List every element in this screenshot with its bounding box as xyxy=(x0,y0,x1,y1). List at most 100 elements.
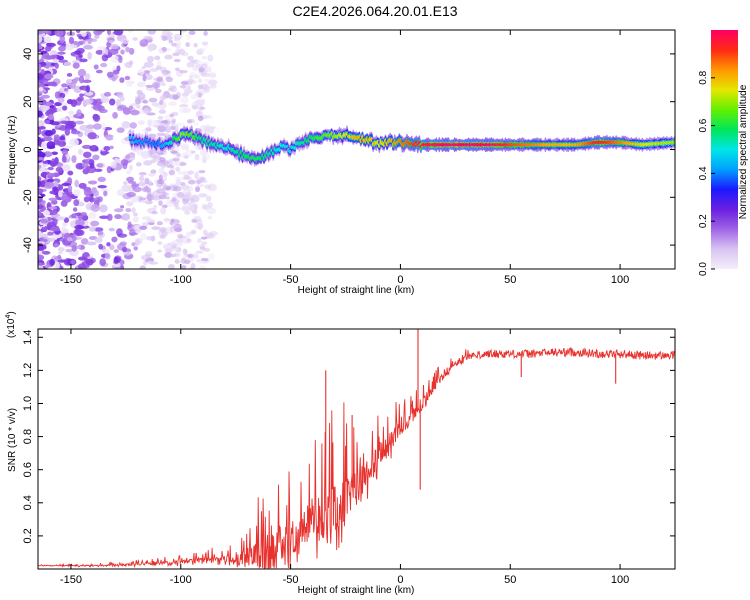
spectrogram-noise-blob xyxy=(63,145,73,149)
spectrogram-noise-blob xyxy=(106,213,113,221)
spectrogram-noise-blob xyxy=(172,52,180,57)
spectrogram-noise-blob xyxy=(40,50,47,54)
spectrogram-noise-blob xyxy=(210,84,217,89)
spectrogram-noise-blob xyxy=(57,92,66,99)
snr-ytick-label: 0.6 xyxy=(22,462,34,477)
spectrogram-noise-blob xyxy=(187,253,194,259)
spectrogram-noise-blob xyxy=(190,94,198,100)
spectrogram-noise-blob xyxy=(188,170,195,175)
spectrogram-noise-blob xyxy=(161,30,171,36)
spectrogram-noise-blob xyxy=(141,186,152,193)
spectrogram-noise-blob xyxy=(89,144,99,152)
spectrogram-noise-blob xyxy=(172,157,180,162)
spectrogram-noise-blob xyxy=(159,157,166,163)
spectrogram-noise-blob xyxy=(67,184,73,193)
spectrogram-noise-blob xyxy=(174,258,180,265)
spectrogram-noise-blob xyxy=(161,46,167,52)
spectrogram-noise-blob xyxy=(205,124,212,132)
spectrogram-noise-blob xyxy=(174,206,181,210)
spectrogram-noise-blob xyxy=(47,114,54,121)
spectrogram-noise-blob xyxy=(87,38,98,43)
spectrogram-noise-blob xyxy=(125,154,131,159)
spectrogram-noise-blob xyxy=(59,34,65,43)
spectrogram-noise-blob xyxy=(189,197,195,203)
spectrogram-noise-blob xyxy=(168,169,176,176)
spectrogram-noise-blob xyxy=(80,212,87,217)
spectrogram-noise-blob xyxy=(204,114,212,119)
snr-multiplier: (x104) xyxy=(5,311,17,338)
spectrogram-panel: -150 -100 -50 0 50 100 -40 -20 0 20 40 Height of s… xyxy=(7,29,676,296)
spectrogram-xtick-label: 100 xyxy=(611,274,629,286)
spectrogram-track-cell xyxy=(239,151,243,153)
spectrogram-noise-blob xyxy=(113,249,119,253)
spectrogram-noise-blob xyxy=(106,71,114,78)
snr-xtick-label: -50 xyxy=(283,574,299,586)
snr-xtick-label: -150 xyxy=(60,574,82,586)
spectrogram-noise-blob xyxy=(84,73,91,81)
spectrogram-noise-blob xyxy=(72,207,78,212)
spectrogram-noise-blob xyxy=(158,99,164,105)
spectrogram-noise-blob xyxy=(189,231,196,235)
spectrogram-noise-blob xyxy=(44,264,50,269)
spectrogram-noise-blob xyxy=(116,127,125,134)
spectrogram-noise-blob xyxy=(41,141,48,150)
spectrogram-noise-blob xyxy=(126,176,135,182)
spectrogram-noise-blob xyxy=(182,187,191,195)
snr-ytick-label: 1.2 xyxy=(22,363,34,378)
spectrogram-noise-blob xyxy=(179,162,187,166)
spectrogram-noise-blob xyxy=(148,172,156,177)
spectrogram-noise-blob xyxy=(38,243,44,251)
spectrogram-noise-blob xyxy=(125,80,135,84)
spectrogram-noise-blob xyxy=(192,209,198,215)
spectrogram-noise-blob xyxy=(158,109,167,114)
spectrogram-noise-blob xyxy=(180,96,190,104)
spectrogram-noise-blob xyxy=(111,76,117,82)
spectrogram-noise-blob xyxy=(175,152,181,157)
spectrogram-noise-blob xyxy=(70,130,81,135)
spectrogram-noise-blob xyxy=(66,73,73,77)
spectrogram-noise-blob xyxy=(169,113,174,118)
spectrogram-noise-blob xyxy=(60,120,68,124)
spectrogram-noise-blob xyxy=(132,37,138,41)
spectrogram-noise-blob xyxy=(39,180,46,188)
spectrogram-noise-blob xyxy=(75,30,81,34)
spectrogram-noise-blob xyxy=(206,207,217,215)
spectrogram-noise-blob xyxy=(184,210,191,215)
spectrogram-noise-blob xyxy=(161,230,168,237)
spectrogram-noise-blob xyxy=(166,164,175,168)
spectrogram-noise-blob xyxy=(173,252,181,257)
spectrogram-noise-blob xyxy=(192,73,201,79)
spectrogram-noise-blob xyxy=(42,136,53,142)
spectrogram-noise-blob xyxy=(48,210,58,216)
spectrogram-noise-blob xyxy=(192,253,199,259)
colorbar-tick-label: 0.8 xyxy=(698,70,709,84)
spectrogram-noise-blob xyxy=(194,171,200,180)
spectrogram-noise-blob xyxy=(158,194,167,200)
spectrogram-noise-blob xyxy=(158,200,163,206)
spectrogram-noise-blob xyxy=(114,256,121,264)
spectrogram-noise-blob xyxy=(72,62,80,69)
spectrogram-noise-blob xyxy=(49,161,57,167)
colorbar-tick-label: 0.6 xyxy=(698,118,709,132)
spectrogram-noise-blob xyxy=(74,120,85,125)
spectrogram-noise-blob xyxy=(49,258,55,266)
spectrogram-noise-blob xyxy=(43,36,52,43)
spectrogram-noise-blob xyxy=(87,51,93,60)
spectrogram-noise-blob xyxy=(109,98,116,106)
spectrogram-noise-blob xyxy=(47,166,54,171)
spectrogram-noise-blob xyxy=(74,77,80,82)
spectrogram-noise-blob xyxy=(175,238,184,244)
colorbar-tick-label: 0.4 xyxy=(698,166,709,180)
spectrogram-noise-blob xyxy=(120,49,125,55)
spectrogram-noise-blob xyxy=(78,182,87,189)
spectrogram-noise-blob xyxy=(63,87,69,92)
spectrogram-noise-blob xyxy=(169,264,176,269)
spectrogram-noise-blob xyxy=(155,88,162,94)
spectrogram-noise-blob xyxy=(44,45,52,52)
spectrogram-noise-blob xyxy=(150,119,159,127)
spectrogram-noise-blob xyxy=(200,83,209,90)
spectrogram-noise-blob xyxy=(65,42,75,51)
spectrogram-noise-blob xyxy=(174,122,185,127)
spectrogram-noise-blob xyxy=(113,208,124,213)
spectrogram-noise-blob xyxy=(61,141,67,146)
